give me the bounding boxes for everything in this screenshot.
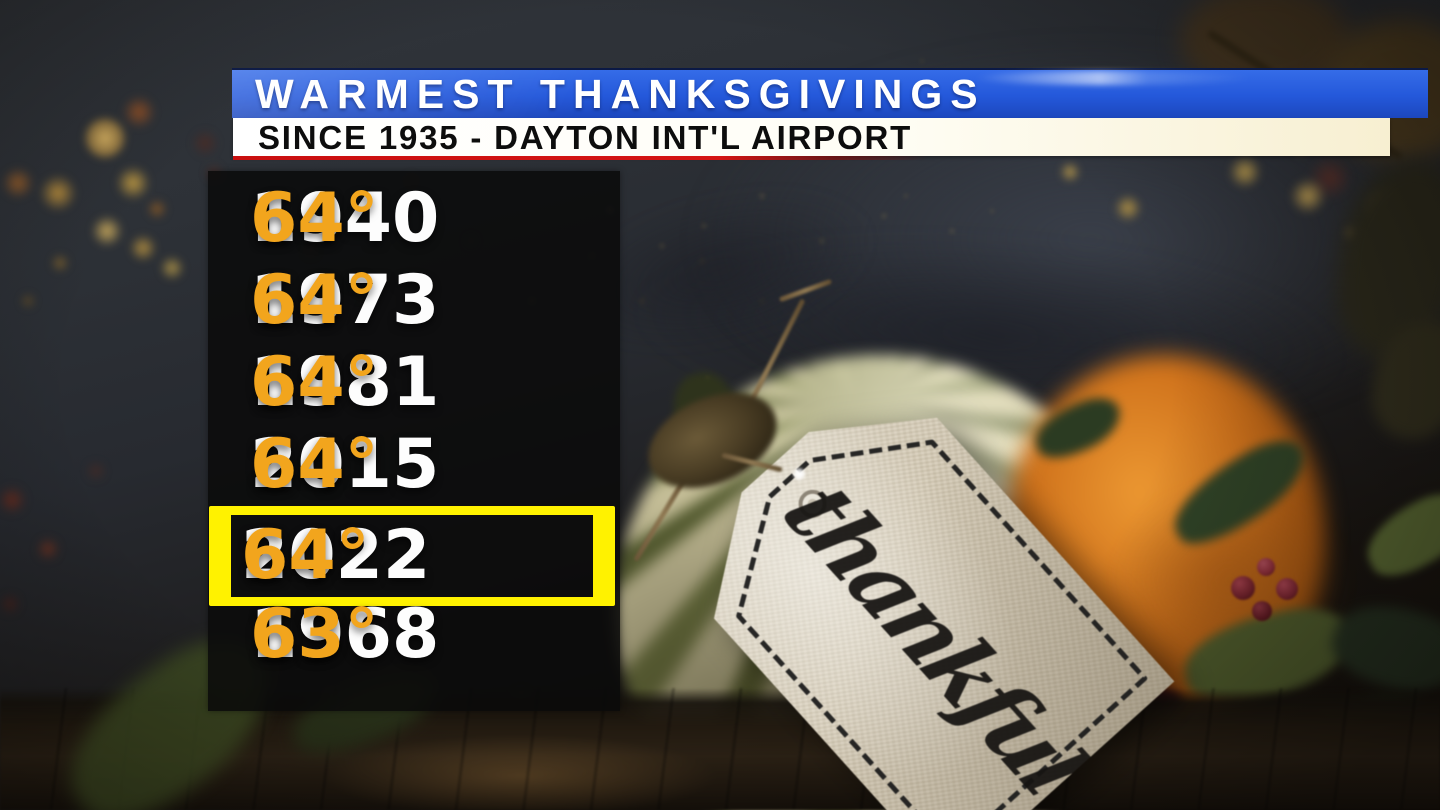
temp-value: 64° <box>250 424 379 504</box>
table-row-highlighted: 2022 64° <box>231 514 592 596</box>
temp-value: 63° <box>250 594 379 674</box>
table-row: 1940 64° <box>208 177 620 259</box>
highlight-box <box>209 506 615 606</box>
tag-stitching <box>664 362 1175 810</box>
linen-tag-body: thankful <box>664 362 1175 810</box>
subtitle-bar: SINCE 1935 - DAYTON INT'L AIRPORT <box>233 118 1390 156</box>
temp-value: 64° <box>241 515 370 595</box>
subtitle-text: SINCE 1935 - DAYTON INT'L AIRPORT <box>258 119 913 156</box>
table-row: 2015 64° <box>208 423 620 505</box>
red-underline <box>233 156 1390 160</box>
temp-value: 64° <box>250 260 379 340</box>
page-title: WARMEST THANKSGIVINGS <box>255 71 986 117</box>
berry <box>1276 578 1298 600</box>
headline-bar: WARMEST THANKSGIVINGS <box>232 68 1428 118</box>
sparkle-highlight <box>792 467 806 481</box>
stats-panel <box>208 171 620 711</box>
glare-highlight <box>973 71 1254 85</box>
year-label: 2022 <box>241 515 431 595</box>
table-row: 1981 64° <box>208 341 620 423</box>
table-row: 1973 64° <box>208 259 620 341</box>
year-label: 1981 <box>250 342 440 422</box>
year-label: 1968 <box>250 594 440 674</box>
temp-value: 64° <box>250 342 379 422</box>
berry <box>1231 576 1255 600</box>
table-row: 1968 63° <box>208 593 620 675</box>
year-label: 1973 <box>250 260 440 340</box>
year-label: 1940 <box>250 178 440 258</box>
year-label: 2015 <box>250 424 440 504</box>
thankful-tag: thankful <box>664 362 1175 810</box>
temp-value: 64° <box>250 178 379 258</box>
berry <box>1252 601 1272 621</box>
berry <box>1257 558 1275 576</box>
